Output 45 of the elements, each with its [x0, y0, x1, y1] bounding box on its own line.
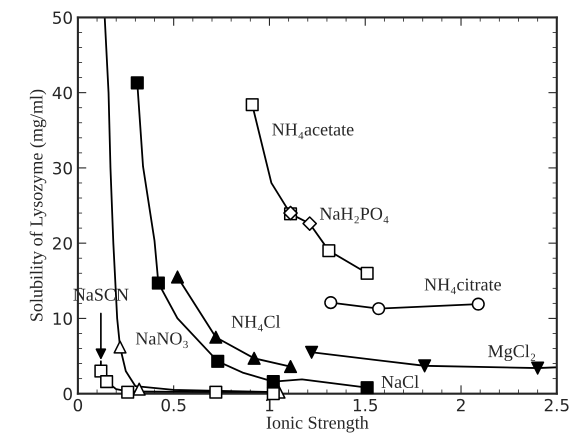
point: [211, 354, 224, 368]
x-tick-label: 0: [74, 398, 82, 412]
point: [302, 216, 318, 231]
point: [360, 381, 374, 394]
point: [100, 375, 114, 388]
y-tick-label: 40: [52, 86, 72, 100]
point: [531, 362, 544, 375]
point: [113, 340, 127, 354]
series-label: NH₄acetate: [272, 124, 354, 140]
y-tick-label: 50: [53, 11, 72, 24]
x-tick-label: 2.5: [544, 398, 569, 412]
x-axis-title: Ionic Strength: [266, 416, 369, 432]
point: [152, 276, 165, 290]
point: [266, 375, 280, 388]
point: [121, 386, 134, 399]
point: [209, 386, 222, 399]
point: [248, 352, 261, 365]
y-tick-label: 20: [53, 237, 72, 250]
series-label: NaNO₃: [136, 332, 188, 348]
point: [305, 346, 318, 359]
x-tick-label: 2: [456, 398, 465, 412]
series-label: MgCl₂: [488, 344, 536, 362]
point: [266, 387, 280, 400]
series-label: NaH₂PO₄: [320, 208, 389, 224]
point: [322, 244, 336, 258]
point: [472, 298, 485, 311]
y-tick-label: 10: [54, 312, 72, 325]
point: [130, 76, 144, 90]
series-label: NH₄Cl: [232, 315, 280, 332]
point: [360, 266, 374, 280]
point: [372, 302, 386, 316]
series-label: NaCl: [382, 375, 419, 388]
y-tick-label: 30: [53, 162, 72, 174]
point: [284, 360, 298, 374]
point: [209, 330, 222, 344]
x-tick-label: 0.5: [162, 398, 186, 412]
y-tick-label: 0: [64, 388, 72, 400]
point: [324, 296, 338, 310]
series-label: NH₄citrate: [424, 278, 501, 294]
point: [418, 359, 432, 372]
y-axis-title: Solubility of Lysozyme (mg/ml): [30, 90, 46, 321]
point: [132, 382, 146, 396]
point: [246, 98, 259, 112]
point: [170, 270, 184, 284]
x-tick-label: 1.5: [354, 399, 378, 412]
